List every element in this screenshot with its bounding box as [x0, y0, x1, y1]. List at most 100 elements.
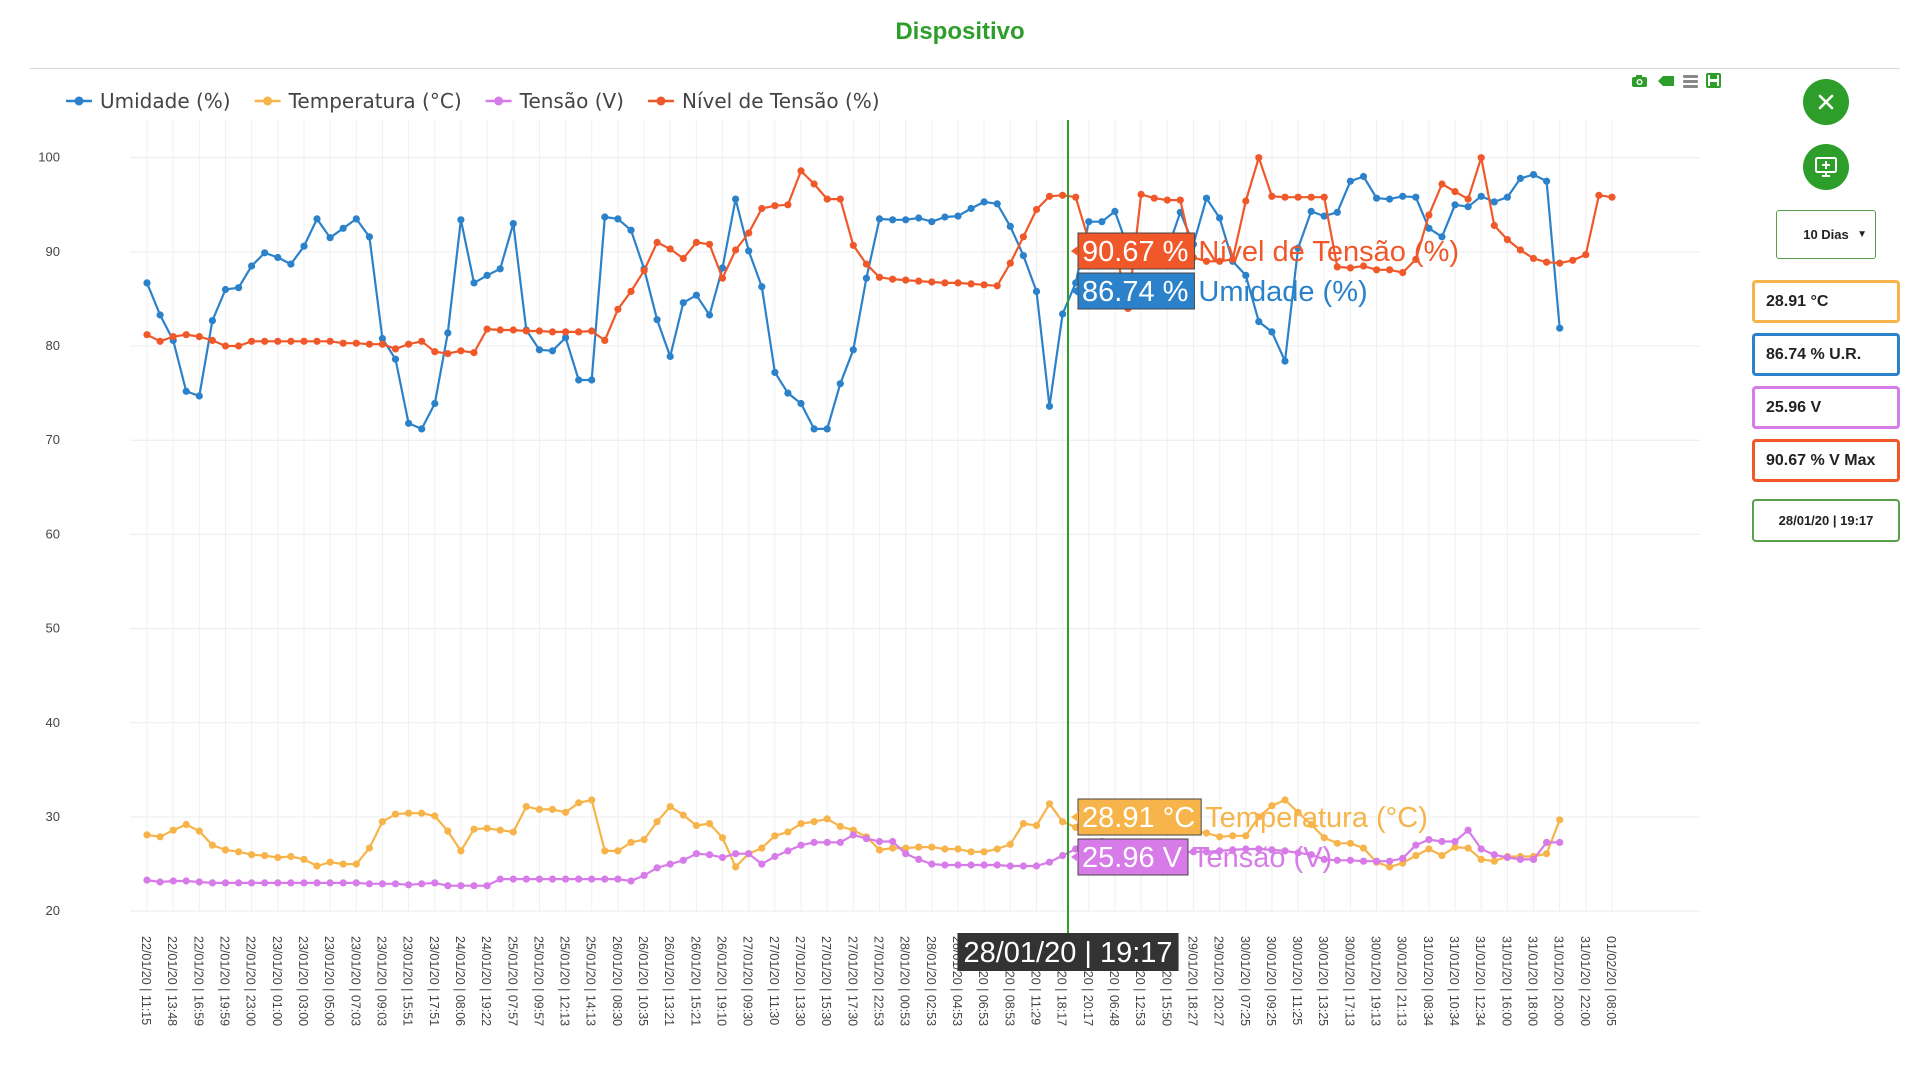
data-point: [993, 861, 1001, 869]
tooltip-box: [1077, 838, 1189, 876]
x-tick-label: 31/01/20 | 18:00: [1526, 936, 1540, 1026]
chart-grid: [130, 120, 1700, 912]
header-divider: [30, 68, 1900, 69]
add-screen-button[interactable]: [1803, 144, 1849, 190]
x-tick-label: 22/01/20 | 13:48: [165, 936, 179, 1026]
data-point: [1503, 193, 1511, 201]
data-point: [1098, 218, 1106, 226]
data-point: [588, 875, 596, 883]
data-point: [1255, 813, 1263, 821]
data-point: [954, 845, 962, 853]
period-select[interactable]: 10 Dias ▼: [1776, 210, 1876, 259]
data-point: [391, 345, 400, 353]
x-tick-label: 30/01/20 | 07:25: [1238, 936, 1252, 1026]
data-point: [902, 850, 910, 858]
data-point: [601, 875, 609, 883]
data-point: [862, 274, 871, 282]
data-point: [797, 167, 805, 175]
data-point: [640, 871, 648, 880]
tooltip-item: 86.74 % Umidade (%): [1071, 272, 1368, 310]
data-point: [1294, 808, 1302, 816]
chart-toolbar[interactable]: [1632, 73, 1721, 88]
y-axis: 20 30 40 50 60 70 80 90 100: [38, 150, 60, 918]
data-point: [1464, 203, 1472, 211]
tag-icon[interactable]: [1658, 76, 1674, 86]
save-icon[interactable]: [1706, 73, 1721, 88]
data-point: [1399, 269, 1407, 277]
x-tick-label: 31/01/20 | 08:34: [1421, 936, 1435, 1026]
close-button[interactable]: [1803, 79, 1849, 125]
data-point: [758, 860, 766, 868]
x-tick-label: 22/01/20 | 23:00: [244, 936, 258, 1026]
data-point: [902, 276, 910, 284]
data-point: [431, 399, 439, 408]
data-point: [156, 337, 164, 345]
timestamp-readout-text: 28/01/20 | 19:17: [1778, 513, 1874, 528]
data-point: [169, 826, 177, 834]
x-tick-label: 30/01/20 | 17:13: [1342, 936, 1356, 1026]
data-point: [1281, 847, 1289, 855]
data-point: [444, 882, 452, 890]
data-point: [352, 860, 360, 868]
data-point: [378, 818, 386, 826]
data-point: [1477, 192, 1485, 200]
data-point: [339, 224, 347, 232]
data-point: [915, 855, 923, 864]
data-point: [1006, 259, 1014, 267]
data-point: [548, 805, 557, 814]
data-point: [679, 299, 687, 307]
data-point: [457, 347, 465, 355]
data-point: [810, 838, 818, 847]
x-tick-label: 23/01/20 | 15:51: [401, 936, 415, 1026]
data-point: [1281, 193, 1289, 201]
legend-label[interactable]: Umidade (%): [100, 89, 231, 113]
legend-label[interactable]: Temperatura (°C): [288, 89, 462, 113]
data-point: [705, 311, 714, 319]
data-point: [705, 240, 714, 248]
data-point: [1229, 255, 1237, 263]
data-point: [195, 827, 203, 835]
y-tick-label: 80: [46, 338, 60, 353]
data-point: [1019, 820, 1027, 828]
data-point: [1202, 257, 1211, 265]
data-point: [418, 880, 426, 888]
menu-icon[interactable]: [1683, 75, 1698, 88]
voltage-readout: 25.96 V: [1752, 386, 1900, 429]
data-point: [967, 861, 975, 869]
data-point: [1137, 190, 1145, 198]
camera-icon[interactable]: [1632, 75, 1647, 87]
data-point: [535, 327, 544, 335]
y-tick-label: 70: [46, 432, 60, 447]
data-point: [653, 238, 661, 246]
data-point: [1255, 845, 1263, 853]
data-point: [980, 198, 988, 206]
data-point: [169, 333, 177, 341]
x-tick-label: 28/01/20 | 00:53: [898, 936, 912, 1026]
data-point: [1294, 244, 1302, 252]
tooltip-value: 86.74 %: [1082, 276, 1188, 308]
data-point: [1438, 852, 1446, 860]
data-point: [235, 848, 243, 856]
x-tick-label: 31/01/20 | 20:00: [1552, 936, 1566, 1026]
legend-label[interactable]: Tensão (V): [519, 89, 624, 113]
data-point: [378, 334, 386, 343]
x-hover-box: [957, 933, 1179, 971]
data-point: [1333, 856, 1341, 864]
data-point: [300, 337, 308, 345]
data-point: [823, 425, 831, 433]
data-point: [679, 856, 687, 864]
data-point: [915, 214, 923, 222]
chart-legend[interactable]: Umidade (%) Temperatura (°C) Tensão (V) Nív…: [66, 89, 880, 113]
data-point: [1503, 853, 1511, 862]
data-point: [326, 337, 334, 345]
x-tick-label: 27/01/20 | 09:30: [741, 936, 755, 1026]
data-point: [1399, 192, 1407, 200]
data-point: [653, 818, 661, 826]
page-title: Dispositivo: [895, 18, 1025, 45]
data-point: [1359, 172, 1368, 181]
data-point: [1359, 844, 1368, 852]
data-point: [156, 311, 164, 319]
legend-label[interactable]: Nível de Tensão (%): [682, 89, 880, 113]
data-point: [784, 828, 792, 836]
